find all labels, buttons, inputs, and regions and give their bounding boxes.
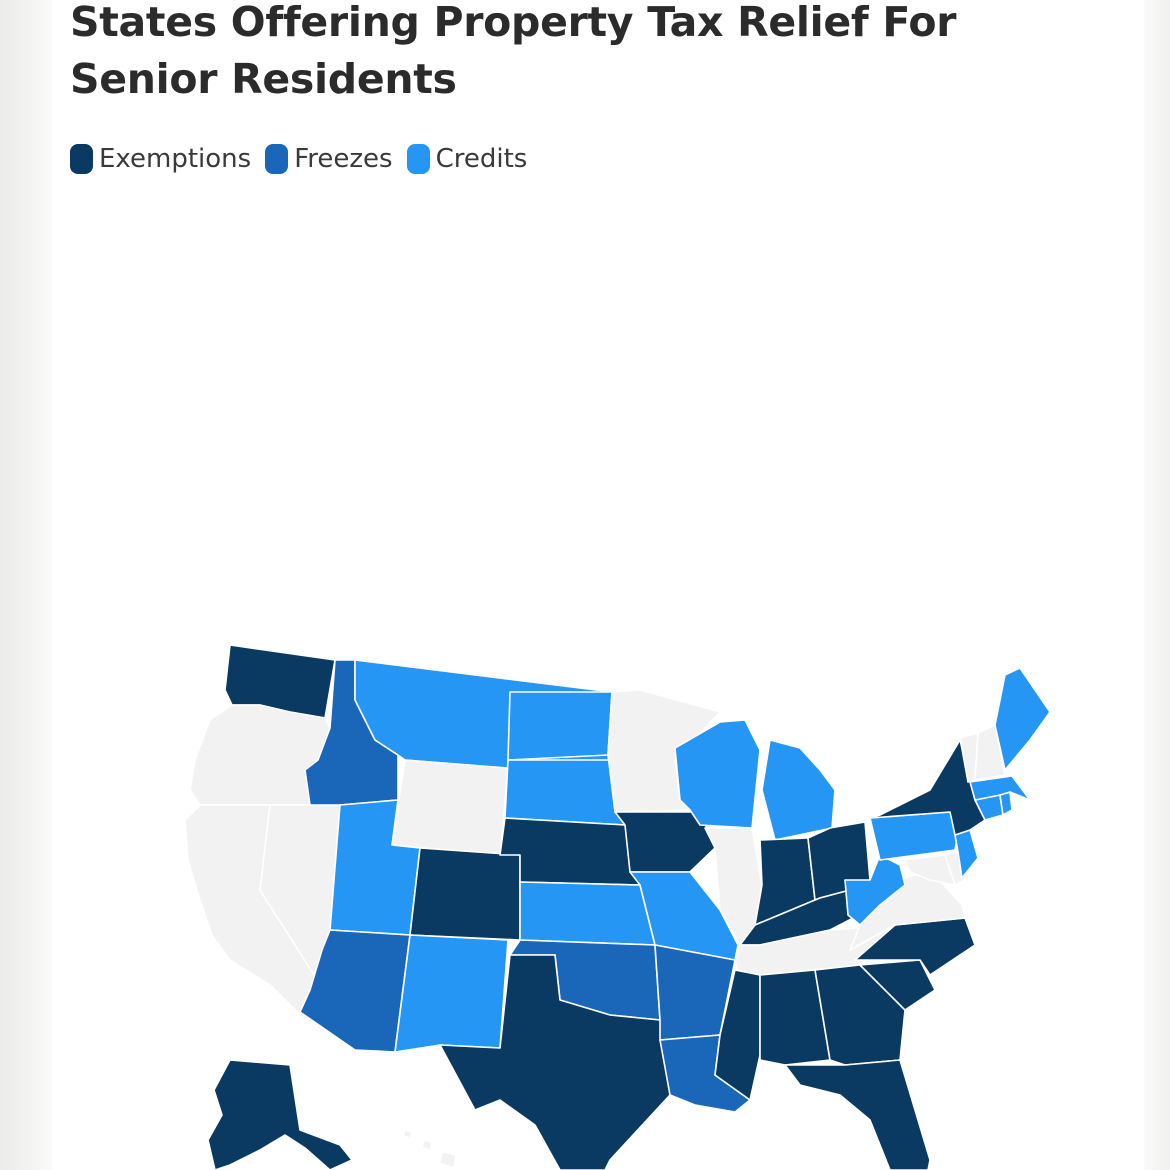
state-nm[interactable] bbox=[394, 934, 509, 1053]
state-mo[interactable] bbox=[629, 871, 739, 961]
state-ks[interactable] bbox=[519, 881, 656, 946]
legend-item-credits[interactable]: Credits bbox=[406, 144, 528, 174]
state-al[interactable] bbox=[759, 969, 831, 1066]
state-me[interactable] bbox=[994, 667, 1051, 771]
legend-item-freezes[interactable]: Freezes bbox=[265, 144, 393, 174]
state-sd[interactable] bbox=[504, 759, 626, 826]
states-layer bbox=[184, 644, 1051, 1170]
legend-swatch-exemptions bbox=[70, 144, 93, 174]
state-sc[interactable] bbox=[859, 959, 936, 1011]
state-wy[interactable] bbox=[391, 759, 509, 856]
state-nd[interactable] bbox=[507, 691, 613, 761]
state-ri[interactable] bbox=[999, 791, 1013, 816]
legend-label-exemptions: Exemptions bbox=[99, 144, 252, 174]
legend-swatch-credits bbox=[406, 144, 430, 174]
state-ak[interactable] bbox=[207, 1059, 353, 1170]
state-pa[interactable] bbox=[869, 811, 959, 861]
state-wv[interactable] bbox=[844, 854, 906, 926]
state-md[interactable] bbox=[904, 854, 956, 886]
map-title: States Offering Property Tax Relief For … bbox=[70, 0, 957, 103]
state-hi[interactable] bbox=[402, 1129, 457, 1169]
page-left-edge bbox=[0, 0, 52, 1170]
legend-swatch-freezes bbox=[265, 144, 289, 174]
state-tx[interactable] bbox=[439, 954, 671, 1170]
state-mi[interactable] bbox=[761, 739, 836, 841]
state-ma[interactable] bbox=[969, 775, 1031, 801]
state-co[interactable] bbox=[409, 847, 521, 941]
page-right-edge bbox=[1144, 0, 1170, 1170]
legend-item-exemptions[interactable]: Exemptions bbox=[70, 144, 251, 174]
state-ne[interactable] bbox=[499, 817, 641, 886]
legend-label-credits: Credits bbox=[435, 144, 528, 174]
state-fl[interactable] bbox=[784, 1059, 931, 1170]
legend: Exemptions Freezes Credits bbox=[70, 142, 527, 176]
legend-label-freezes: Freezes bbox=[294, 144, 393, 174]
